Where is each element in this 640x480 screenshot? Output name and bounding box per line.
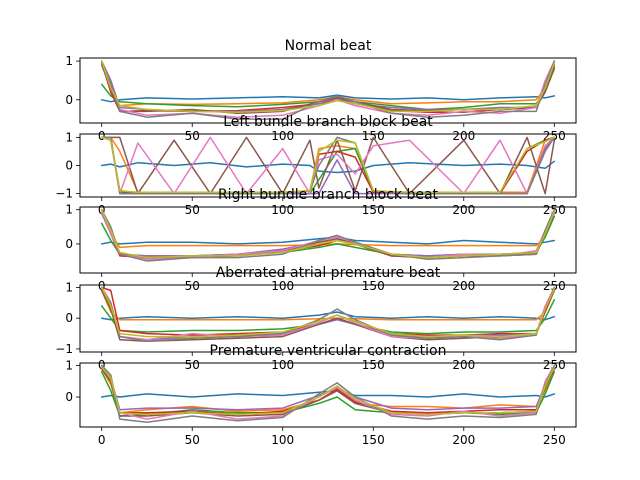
x-tick-label: 200: [452, 129, 475, 143]
x-tick-label: 0: [98, 129, 106, 143]
y-tick-label: 1: [65, 130, 73, 144]
subplot-traces: [100, 60, 556, 120]
x-tick-label: 50: [185, 129, 200, 143]
subplot-title: Aberrated atrial premature beat: [216, 265, 441, 281]
y-tick-label: 0: [65, 93, 73, 107]
y-tick-label: 0: [65, 311, 73, 325]
subplot-title: Normal beat: [285, 38, 372, 54]
series-line-9: [100, 60, 556, 113]
series-line-2: [100, 60, 556, 107]
y-tick-label: −1: [55, 187, 73, 201]
x-tick-label: 200: [452, 203, 475, 217]
series-line-7: [100, 364, 556, 420]
subplot-title: Left bundle branch block beat: [223, 114, 433, 130]
series-line-8: [100, 60, 556, 120]
x-tick-label: 200: [452, 433, 475, 447]
x-tick-label: 200: [452, 279, 475, 293]
x-tick-label: 50: [185, 358, 200, 372]
x-tick-label: 100: [271, 279, 294, 293]
series-line-9: [100, 366, 556, 416]
series-line-8: [100, 364, 556, 424]
subplot-title: Premature ventricular contraction: [210, 343, 447, 359]
x-tick-label: 250: [543, 279, 566, 293]
series-line-8: [100, 208, 556, 262]
x-tick-label: 150: [362, 358, 385, 372]
x-tick-label: 50: [185, 203, 200, 217]
x-tick-label: 50: [185, 433, 200, 447]
subplot-title: Right bundle branch block beat: [218, 187, 439, 203]
x-tick-label: 150: [362, 203, 385, 217]
axes-frame: [79, 362, 577, 428]
subplot-traces: [100, 364, 556, 424]
series-line-7: [100, 136, 556, 195]
y-tick-label: 0: [65, 237, 73, 251]
x-tick-label: 250: [543, 433, 566, 447]
x-tick-label: 100: [271, 358, 294, 372]
x-tick-label: 150: [362, 433, 385, 447]
x-tick-label: 50: [185, 279, 200, 293]
x-tick-label: 100: [271, 433, 294, 447]
x-tick-label: 200: [452, 358, 475, 372]
series-line-9: [100, 208, 556, 259]
y-tick-label: 1: [65, 54, 73, 68]
series-line-1: [100, 94, 556, 103]
x-tick-label: 150: [362, 279, 385, 293]
series-line-8: [100, 136, 556, 195]
x-tick-label: 100: [271, 203, 294, 217]
series-line-9: [100, 286, 556, 338]
series-line-3: [100, 371, 556, 417]
y-tick-label: 0: [65, 390, 73, 404]
x-tick-label: 0: [98, 433, 106, 447]
subplot-5: 0 50 100 150 200 250 0 1 Premature ventricular c…: [65, 343, 577, 447]
axes-frame: [79, 206, 577, 274]
subplot-traces: [100, 208, 556, 262]
x-tick-label: 150: [362, 129, 385, 143]
y-tick-label: 1: [65, 280, 73, 294]
y-tick-label: 1: [65, 359, 73, 373]
subplot-traces: [100, 286, 556, 342]
series-line-4: [100, 367, 556, 416]
series-line-1: [100, 311, 556, 321]
y-tick-label: −1: [55, 342, 73, 356]
x-tick-label: 0: [98, 279, 106, 293]
x-tick-label: 100: [271, 129, 294, 143]
y-tick-label: 0: [65, 159, 73, 173]
series-line-1: [100, 160, 556, 174]
axes-frame: [79, 57, 577, 124]
subplot-traces: [100, 136, 556, 195]
series-line-9: [100, 136, 556, 193]
y-tick-label: 1: [65, 203, 73, 217]
series-line-8: [100, 286, 556, 342]
